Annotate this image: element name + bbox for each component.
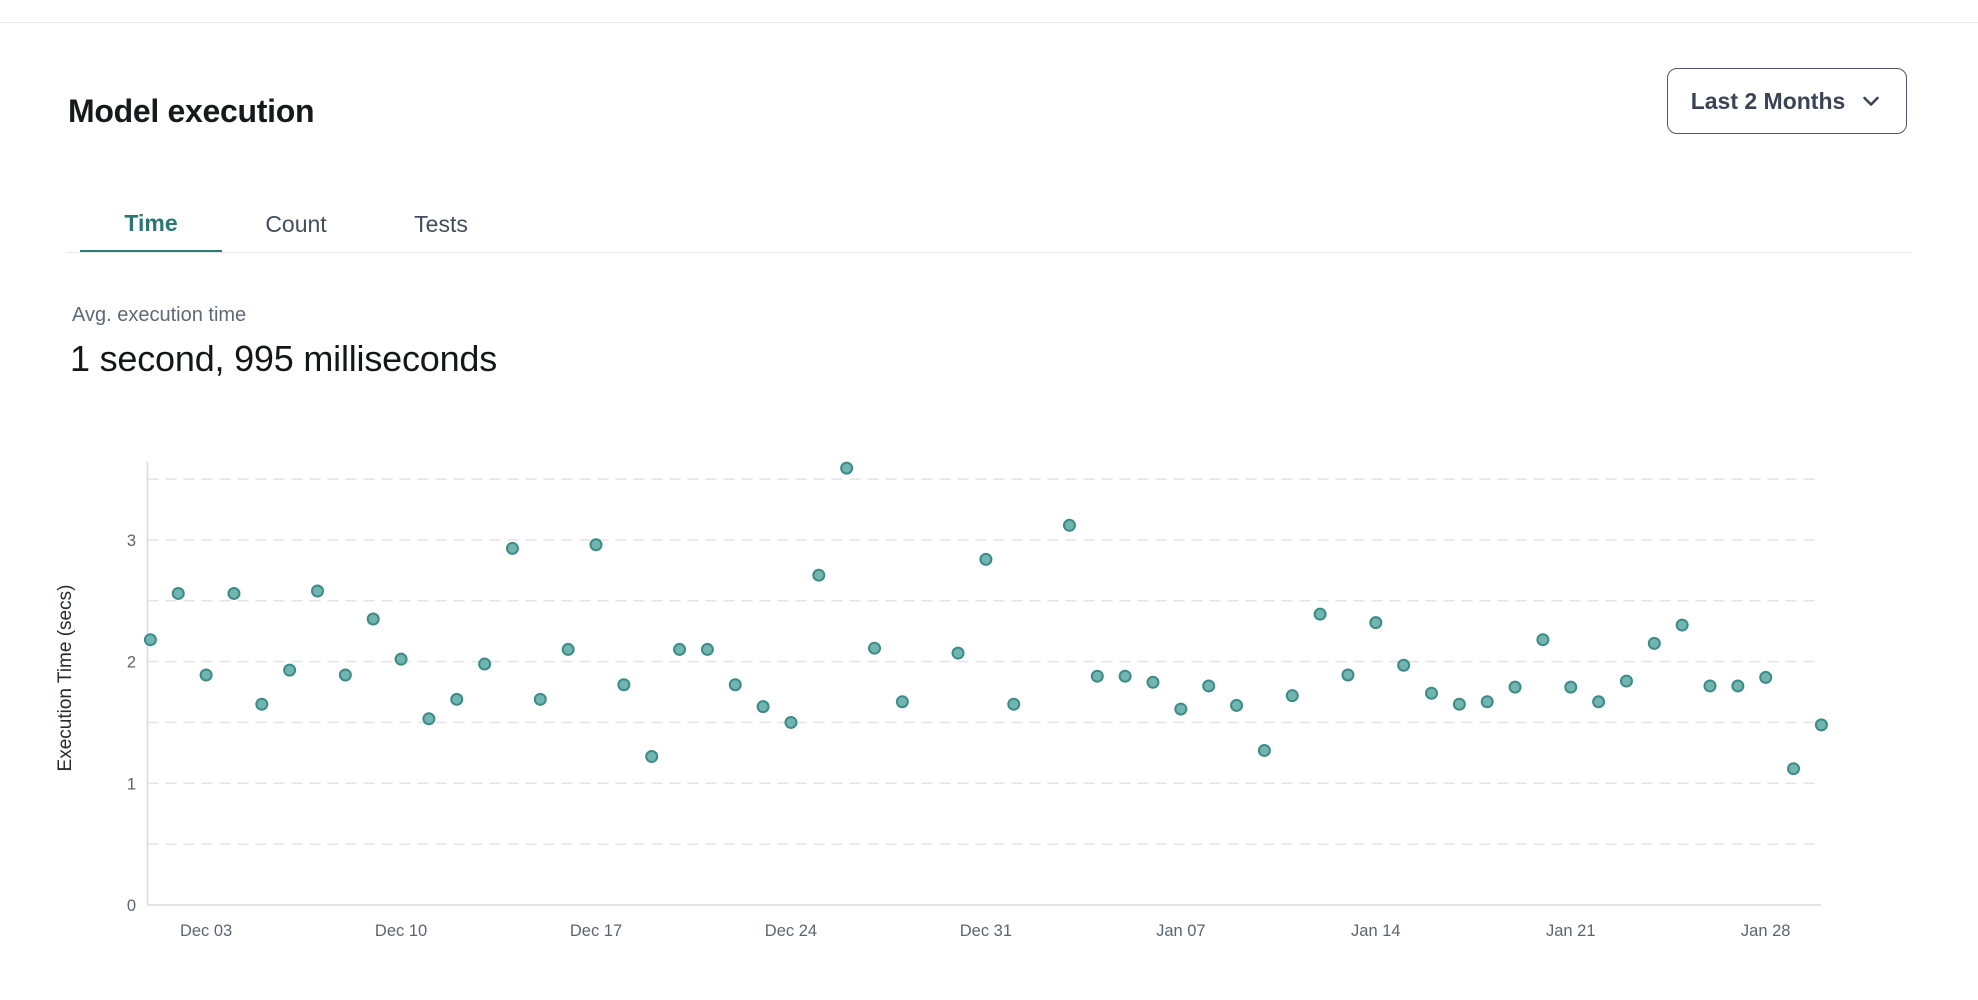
data-point[interactable] <box>1452 697 1466 711</box>
svg-text:3: 3 <box>127 532 136 550</box>
data-point[interactable] <box>840 461 854 475</box>
data-point[interactable] <box>756 700 770 714</box>
data-point[interactable] <box>366 612 380 626</box>
data-point[interactable] <box>1703 679 1717 693</box>
svg-text:Dec 24: Dec 24 <box>765 922 817 940</box>
scatter-points <box>143 461 1828 776</box>
svg-text:1: 1 <box>127 775 136 793</box>
data-point[interactable] <box>812 568 826 582</box>
tab-tests-label: Tests <box>414 211 468 237</box>
x-tick-labels: Dec 03 Dec 10 Dec 17 Dec 24 Dec 31 Jan 07 Jan … <box>180 922 1791 940</box>
data-point[interactable] <box>1090 669 1104 683</box>
chart-tabs: Time Count Tests <box>80 196 515 253</box>
tab-count[interactable]: Count <box>225 196 367 253</box>
svg-text:Dec 31: Dec 31 <box>960 922 1012 940</box>
top-divider <box>0 22 1978 23</box>
execution-time-chart: 0 1 2 3 Dec 03 Dec 10 Dec 17 Dec 24 Dec 31 Jan 07… <box>0 430 1978 975</box>
data-point[interactable] <box>645 750 659 764</box>
tab-time[interactable]: Time <box>80 196 222 253</box>
data-point[interactable] <box>561 642 575 656</box>
data-point[interactable] <box>895 695 909 709</box>
data-point[interactable] <box>1675 618 1689 632</box>
date-range-dropdown[interactable]: Last 2 Months <box>1667 68 1907 134</box>
data-point[interactable] <box>1313 607 1327 621</box>
data-point[interactable] <box>1592 695 1606 709</box>
svg-text:2: 2 <box>127 654 136 672</box>
data-point[interactable] <box>951 646 965 660</box>
data-point[interactable] <box>171 586 185 600</box>
data-point[interactable] <box>1480 695 1494 709</box>
svg-text:Dec 17: Dec 17 <box>570 922 622 940</box>
svg-text:Jan 21: Jan 21 <box>1546 922 1596 940</box>
data-point[interactable] <box>728 678 742 692</box>
data-point[interactable] <box>394 652 408 666</box>
data-point[interactable] <box>1564 680 1578 694</box>
svg-text:Jan 07: Jan 07 <box>1156 922 1206 940</box>
data-point[interactable] <box>450 692 464 706</box>
date-range-value: Last 2 Months <box>1690 87 1846 114</box>
metric-value: 1 second, 995 milliseconds <box>70 338 498 379</box>
data-point[interactable] <box>1731 679 1745 693</box>
data-point[interactable] <box>1397 658 1411 672</box>
page-title: Model execution <box>68 93 315 130</box>
data-point[interactable] <box>1118 669 1132 683</box>
data-point[interactable] <box>143 633 157 647</box>
data-point[interactable] <box>1007 697 1021 711</box>
data-point[interactable] <box>673 642 687 656</box>
data-point[interactable] <box>227 586 241 600</box>
data-point[interactable] <box>1174 702 1188 716</box>
tabs-divider <box>66 252 1912 253</box>
data-point[interactable] <box>533 692 547 706</box>
tab-tests[interactable]: Tests <box>370 196 512 253</box>
axes <box>146 462 1821 906</box>
data-point[interactable] <box>1369 616 1383 630</box>
metric-label: Avg. execution time <box>72 304 247 326</box>
data-point[interactable] <box>1230 698 1244 712</box>
data-point[interactable] <box>1062 518 1076 532</box>
scatter-plot: 0 1 2 3 Dec 03 Dec 10 Dec 17 Dec 24 Dec 31 Jan 07… <box>55 461 1828 940</box>
tab-time-label: Time <box>124 209 178 236</box>
data-point[interactable] <box>1814 718 1828 732</box>
data-point[interactable] <box>1202 679 1216 693</box>
svg-text:0: 0 <box>127 897 136 915</box>
data-point[interactable] <box>478 657 492 671</box>
tab-count-label: Count <box>265 211 327 237</box>
data-point[interactable] <box>422 712 436 726</box>
svg-text:Jan 14: Jan 14 <box>1351 922 1401 940</box>
data-point[interactable] <box>1508 680 1522 694</box>
svg-text:Jan 28: Jan 28 <box>1741 922 1791 940</box>
data-point[interactable] <box>1759 670 1773 684</box>
data-point[interactable] <box>700 642 714 656</box>
data-point[interactable] <box>1146 675 1160 689</box>
data-point[interactable] <box>1787 762 1801 776</box>
y-tick-labels: 0 1 2 3 <box>127 532 136 915</box>
data-point[interactable] <box>1425 686 1438 700</box>
data-point[interactable] <box>979 552 993 566</box>
data-point[interactable] <box>199 668 213 682</box>
data-point[interactable] <box>1257 743 1271 757</box>
data-point[interactable] <box>255 697 269 711</box>
data-point[interactable] <box>868 641 881 655</box>
data-point[interactable] <box>1647 636 1661 650</box>
y-axis-title: Execution Time (secs) <box>55 585 76 772</box>
data-point[interactable] <box>338 668 352 682</box>
data-point[interactable] <box>283 663 297 677</box>
svg-text:Dec 10: Dec 10 <box>375 922 427 940</box>
data-point[interactable] <box>1285 689 1299 703</box>
data-point[interactable] <box>1341 668 1355 682</box>
data-point[interactable] <box>505 541 519 555</box>
data-point[interactable] <box>617 678 631 692</box>
data-point[interactable] <box>311 584 324 598</box>
svg-text:Dec 03: Dec 03 <box>180 922 232 940</box>
data-point[interactable] <box>1536 633 1550 647</box>
data-point[interactable] <box>784 715 798 729</box>
chevron-down-icon <box>1859 89 1883 113</box>
data-point[interactable] <box>589 538 603 552</box>
data-point[interactable] <box>1619 674 1633 688</box>
